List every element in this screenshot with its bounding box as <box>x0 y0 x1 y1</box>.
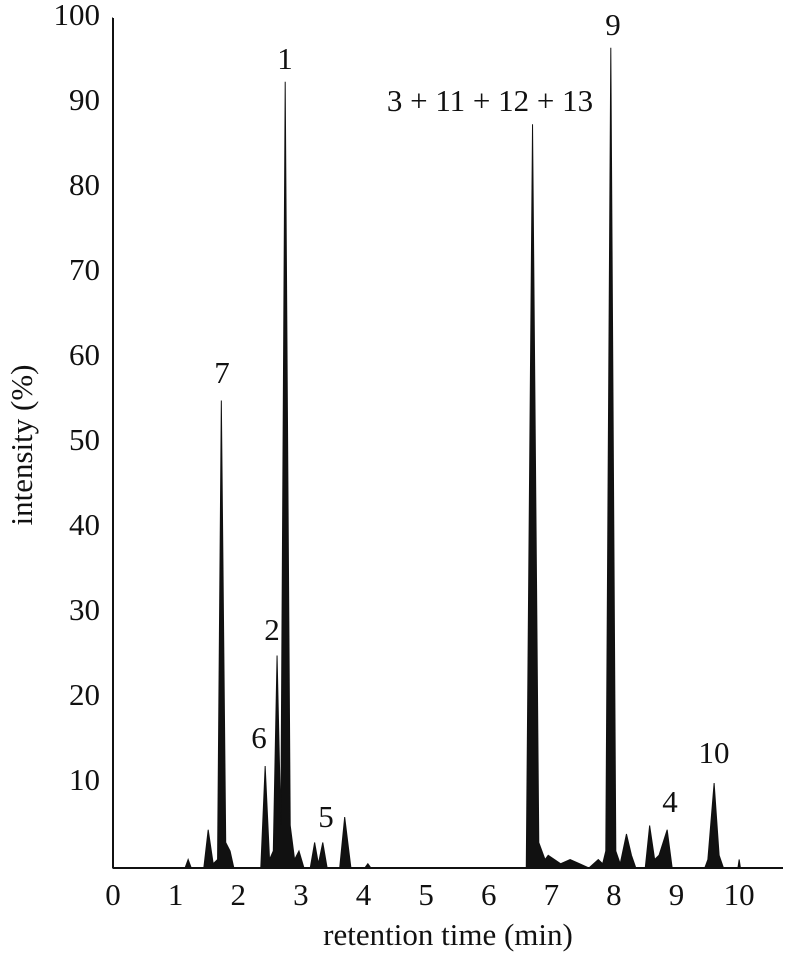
y-tick-label: 80 <box>69 167 100 202</box>
y-axis-title: intensity (%) <box>4 365 39 526</box>
peak-label: 9 <box>605 7 621 42</box>
x-tick-label: 3 <box>293 877 309 912</box>
peak-label: 2 <box>264 612 280 647</box>
x-tick-label: 7 <box>544 877 560 912</box>
x-tick-label: 8 <box>606 877 622 912</box>
y-tick-label: 20 <box>69 677 100 712</box>
y-tick-label: 70 <box>69 252 100 287</box>
x-tick-label: 2 <box>230 877 246 912</box>
y-tick-label: 50 <box>69 422 100 457</box>
y-tick-label: 100 <box>54 0 101 32</box>
peak-label: 10 <box>699 735 730 770</box>
x-tick-label: 1 <box>168 877 184 912</box>
x-axis-title: retention time (min) <box>323 917 573 952</box>
y-tick-label: 60 <box>69 337 100 372</box>
x-tick-label: 10 <box>724 877 755 912</box>
x-tick-label: 9 <box>669 877 685 912</box>
y-tick-label: 10 <box>69 762 100 797</box>
y-tick-label: 90 <box>69 82 100 117</box>
chromatogram-area <box>113 47 783 869</box>
peak-label: 3 + 11 + 12 + 13 <box>387 83 593 118</box>
x-tick-label: 4 <box>356 877 372 912</box>
y-tick-label: 30 <box>69 592 100 627</box>
x-tick-label: 6 <box>481 877 497 912</box>
peak-label: 5 <box>318 799 334 834</box>
peak-label: 7 <box>214 355 230 390</box>
y-tick-label: 40 <box>69 507 100 542</box>
x-tick-label: 5 <box>418 877 434 912</box>
x-tick-label: 0 <box>105 877 121 912</box>
peak-label: 1 <box>277 41 293 76</box>
peak-label: 4 <box>662 784 678 819</box>
peak-label: 6 <box>251 720 267 755</box>
